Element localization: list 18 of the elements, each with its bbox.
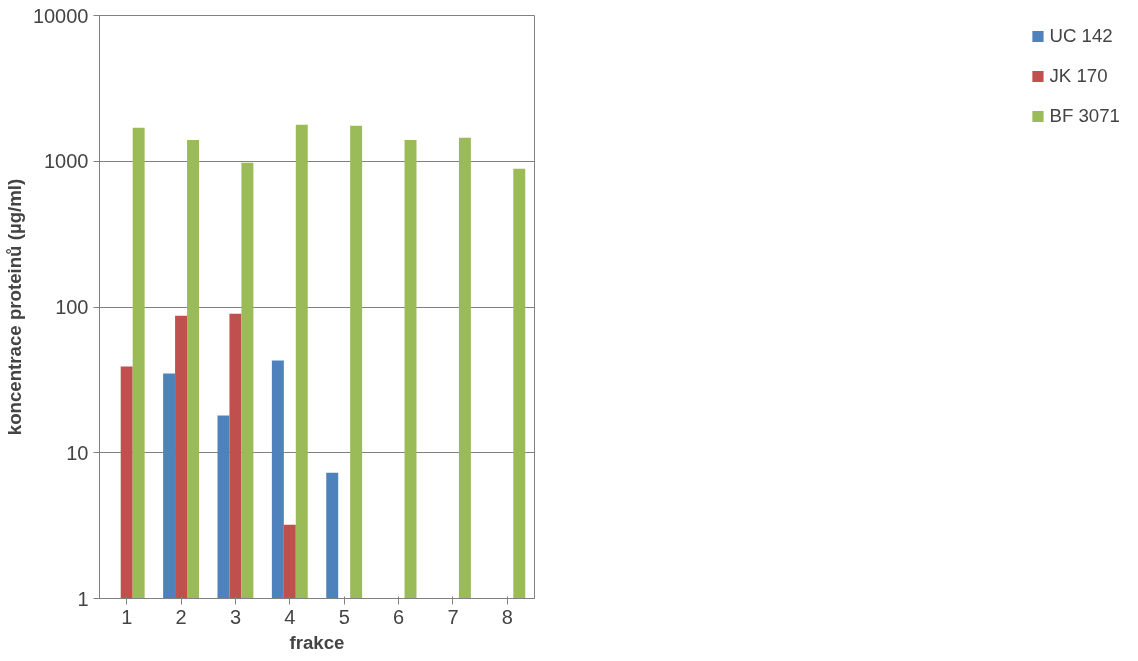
legend-label: UC 142 xyxy=(1049,25,1113,47)
x-axis-title: frakce xyxy=(289,631,345,653)
y-tick-label: 10000 xyxy=(32,4,89,27)
legend-label: JK 170 xyxy=(1049,65,1108,87)
x-tick-label: 3 xyxy=(229,605,241,628)
x-tick-label: 2 xyxy=(175,605,187,628)
y-tick-label: 1000 xyxy=(44,150,89,173)
x-tick-label: 8 xyxy=(501,605,513,628)
x-tick-label: 5 xyxy=(338,605,350,628)
y-tick-label: 10 xyxy=(66,441,89,464)
x-tick-label: 7 xyxy=(447,605,459,628)
x-tick-label: 4 xyxy=(284,605,296,628)
y-tick-label: 1 xyxy=(77,587,89,610)
y-axis-title: koncentrace proteinů (µg/ml) xyxy=(3,178,25,436)
x-tick-label: 6 xyxy=(393,605,405,628)
legend-label: BF 3071 xyxy=(1049,105,1120,127)
y-tick-label: 100 xyxy=(55,296,89,318)
x-tick-label: 1 xyxy=(121,605,133,628)
